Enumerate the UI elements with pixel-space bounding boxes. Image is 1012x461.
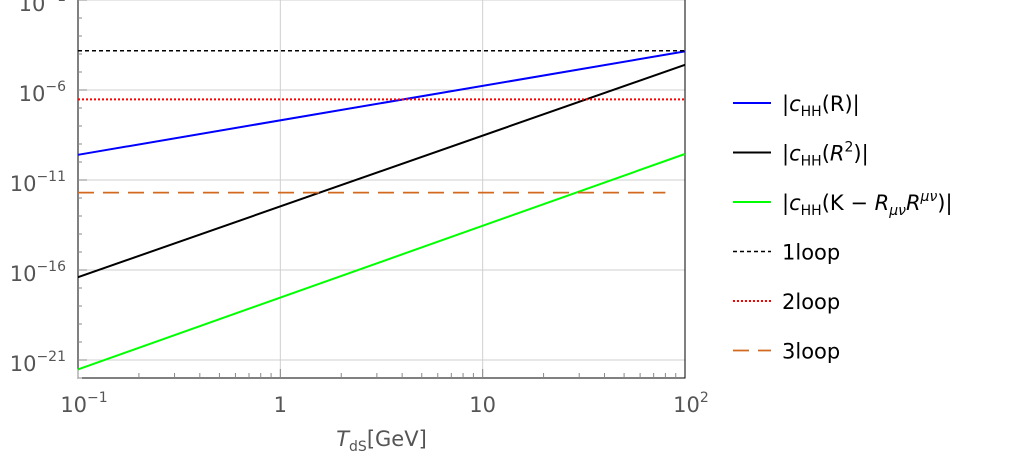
y-tick-label: 10−11 <box>10 169 66 196</box>
legend-label-l2: 2loop <box>782 290 840 314</box>
y-tick-label: 10−6 <box>19 79 66 106</box>
grid-lines <box>77 0 686 378</box>
series-line-cK <box>77 153 686 371</box>
legend-label-cK: |cHH(K − RμνRμν)| <box>782 189 953 219</box>
legend-label-cR2: |cHH(R2)| <box>782 140 869 170</box>
y-tick-label: 10−1 <box>19 0 66 16</box>
plot-frame <box>77 0 686 379</box>
x-tick-label: 1 <box>274 393 287 417</box>
x-tick-label: 102 <box>673 390 709 417</box>
legend-label-cR: |cHH(R)| <box>782 92 860 120</box>
x-tick-label: 10 <box>469 393 496 417</box>
legend-label-l1: 1loop <box>782 241 840 265</box>
legend-label-l3: 3loop <box>782 340 840 364</box>
x-tick-label: 10−1 <box>60 390 107 417</box>
y-tick-label: 10−21 <box>10 349 66 376</box>
series-line-cR <box>77 50 686 156</box>
axis-ticks <box>77 0 677 379</box>
x-axis-label: TdS[GeV] <box>336 427 427 455</box>
series-layer <box>77 50 686 371</box>
legend: |cHH(R)| |cHH(R2)| |cHH(K − RμνRμν)| 1loop 2… <box>733 92 953 364</box>
y-tick-label: 10−16 <box>10 259 66 286</box>
series-line-cR2 <box>77 63 686 279</box>
